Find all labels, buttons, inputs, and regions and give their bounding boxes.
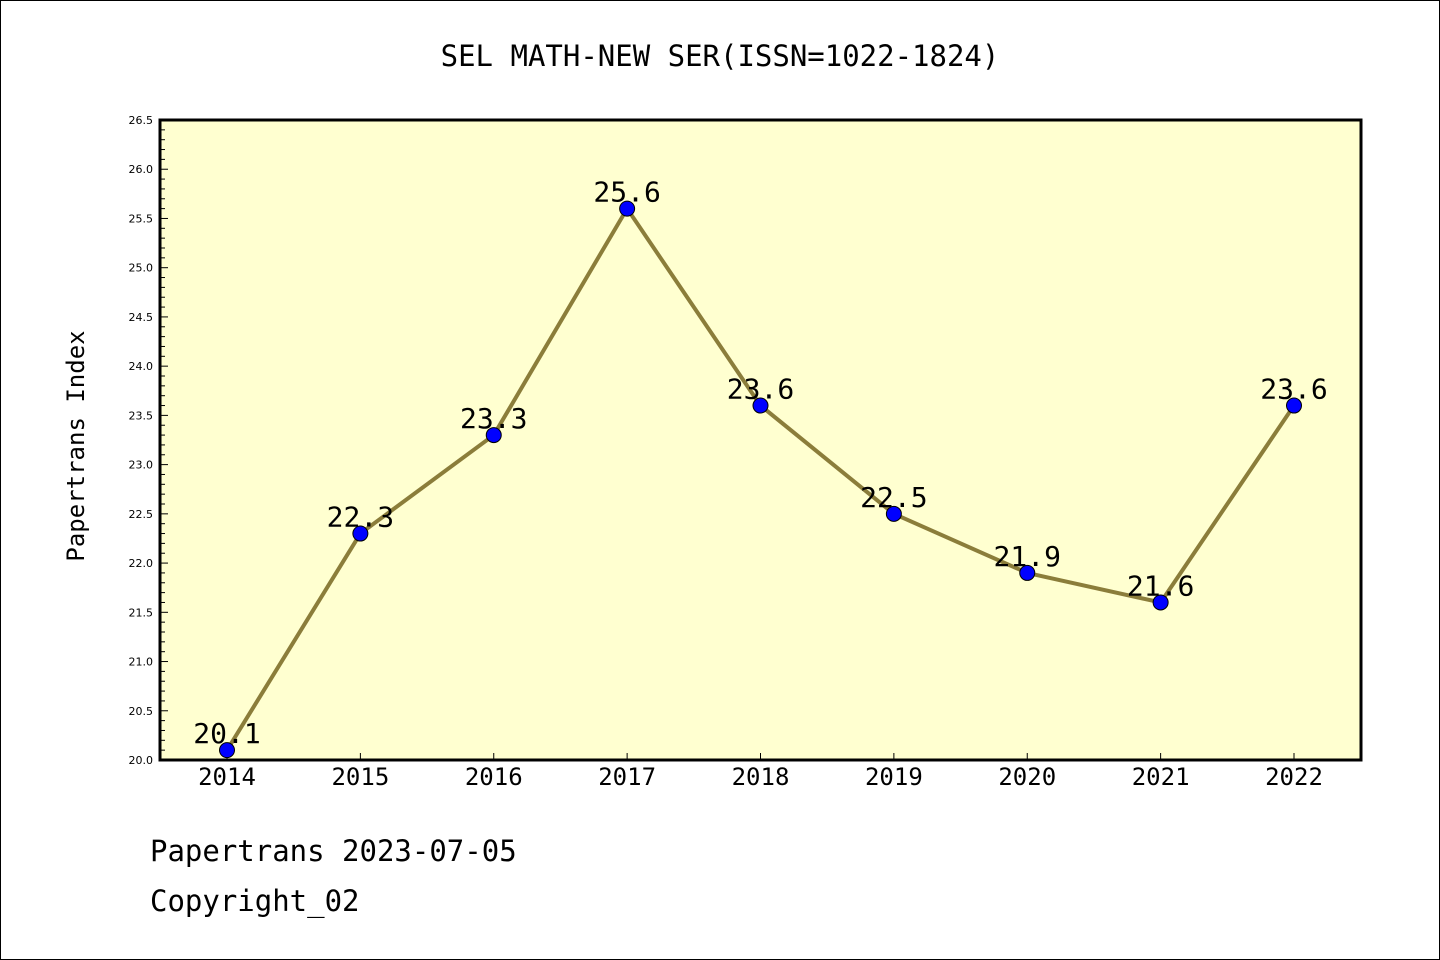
y-tick-label: 23.0 (129, 459, 154, 472)
data-point (1152, 594, 1169, 611)
y-tick-label: 21.5 (129, 606, 154, 619)
y-tick-label: 26.0 (129, 163, 154, 176)
data-point (352, 525, 369, 542)
footer-copyright: Copyright_02 (150, 884, 360, 918)
y-tick-label: 26.5 (129, 114, 154, 127)
y-tick-label: 25.5 (129, 212, 154, 225)
data-label: 23.6 (1260, 373, 1327, 406)
x-tick-label: 2019 (865, 763, 923, 791)
y-tick-label: 20.5 (129, 705, 154, 718)
data-point (885, 505, 902, 522)
data-point (485, 427, 502, 444)
data-label-layer: 20.1 22.3 23.3 25.6 23.6 22.5 21.9 21.6 23.6 (193, 176, 1327, 751)
data-point (1019, 564, 1036, 581)
data-point (619, 200, 636, 217)
y-tick-label: 22.5 (129, 508, 154, 521)
series-layer (219, 200, 1302, 759)
x-tick-label: 2016 (465, 763, 523, 791)
chart-title: SEL MATH-NEW SER(ISSN=1022-1824) (441, 39, 1000, 73)
data-label: 23.3 (460, 402, 527, 435)
x-tick-label: 2015 (331, 763, 389, 791)
x-tick-label: 2020 (998, 763, 1056, 791)
data-label: 20.1 (193, 717, 260, 750)
data-label: 21.9 (994, 540, 1061, 573)
data-point (219, 742, 235, 759)
x-tick-label: 2022 (1265, 763, 1323, 791)
data-point (1286, 397, 1302, 414)
data-point (752, 397, 769, 414)
data-label: 25.6 (593, 176, 660, 209)
data-label: 21.6 (1127, 569, 1194, 602)
y-tick-label: 22.0 (129, 557, 154, 570)
y-tick-label: 21.0 (129, 656, 154, 669)
x-axis: 2014 2015 2016 2017 2018 2019 2020 2021 2022 (198, 753, 1323, 791)
x-tick-label: 2014 (198, 763, 256, 791)
x-tick-label: 2018 (732, 763, 790, 791)
data-label: 23.6 (727, 373, 794, 406)
x-tick-label: 2017 (598, 763, 656, 791)
footer-date: Papertrans 2023-07-05 (150, 834, 517, 868)
y-axis-label: Papertrans Index (62, 330, 90, 561)
y-axis: 20.0 20.5 21.0 21.5 22.0 22.5 23.0 23.5 24.0 24.5… (129, 114, 168, 767)
y-tick-label: 25.0 (129, 262, 154, 275)
data-label: 22.5 (860, 481, 927, 514)
x-tick-label: 2021 (1132, 763, 1190, 791)
y-tick-label: 24.0 (129, 360, 154, 373)
y-tick-label: 20.0 (129, 754, 154, 767)
y-tick-label: 23.5 (129, 409, 154, 422)
plot-area (158, 118, 1363, 762)
data-label: 22.3 (327, 501, 394, 534)
y-tick-label: 24.5 (129, 311, 154, 324)
